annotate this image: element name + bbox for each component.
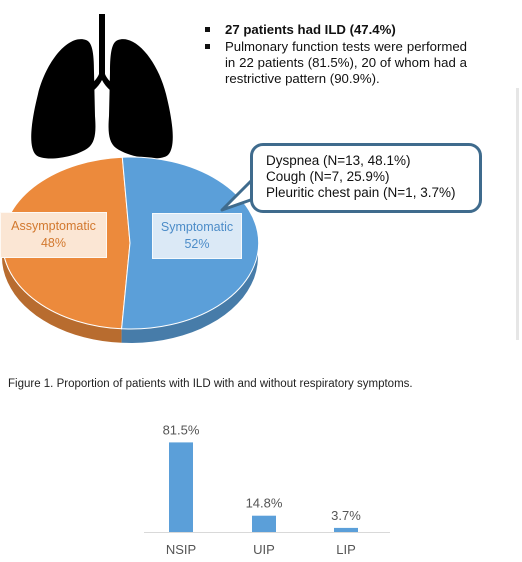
bullet-item: Pulmonary function tests were performed … <box>205 39 467 87</box>
bar-nsip <box>169 442 193 532</box>
bullet-text: 27 patients had ILD (47.4%) <box>225 22 396 37</box>
figure-caption: Figure 1. Proportion of patients with IL… <box>8 378 413 390</box>
pie-label-name: Assymptomatic <box>11 219 96 233</box>
pie-label-name: Symptomatic <box>160 220 234 234</box>
pie-label-value: 48% <box>40 236 67 250</box>
bar-data-label: 14.8% <box>246 496 283 511</box>
pie-slice-symptomatic-side <box>121 243 258 343</box>
bar-data-label: 3.7% <box>331 508 361 523</box>
bar-tick-label: UIP <box>253 542 275 557</box>
pie-label-value: 52% <box>184 237 210 251</box>
pie-slice-assymptomatic-side <box>2 242 122 343</box>
bar-lip <box>334 527 358 532</box>
bullet-text: Pulmonary function tests were performed … <box>225 39 467 86</box>
symptoms-callout: Dyspnea (N=13, 48.1%) Cough (N=7, 25.9%)… <box>250 143 482 213</box>
callout-line: Pleuritic chest pain (N=1, 3.7%) <box>266 185 456 200</box>
bar-tick-label: LIP <box>336 542 356 557</box>
bar-uip <box>252 515 276 532</box>
right-divider <box>516 88 519 340</box>
bullet-icon <box>205 44 210 49</box>
bar-tick-label: NSIP <box>166 542 196 557</box>
callout-line: Dyspnea (N=13, 48.1%) <box>266 153 411 168</box>
findings-list: 27 patients had ILD (47.4%) Pulmonary fu… <box>205 22 467 88</box>
bullet-icon <box>205 27 210 32</box>
bar-data-label: 81.5% <box>163 422 200 437</box>
pie-label-symptomatic: Symptomatic 52% <box>152 213 242 259</box>
bar-chart: 81.5% NSIP 14.8% UIP 3.7% LIP <box>144 422 390 557</box>
bullet-item: 27 patients had ILD (47.4%) <box>205 22 467 38</box>
pie-label-assymptomatic: Assymptomatic 48% <box>0 212 107 258</box>
lungs-icon <box>31 14 173 159</box>
callout-line: Cough (N=7, 25.9%) <box>266 169 390 184</box>
